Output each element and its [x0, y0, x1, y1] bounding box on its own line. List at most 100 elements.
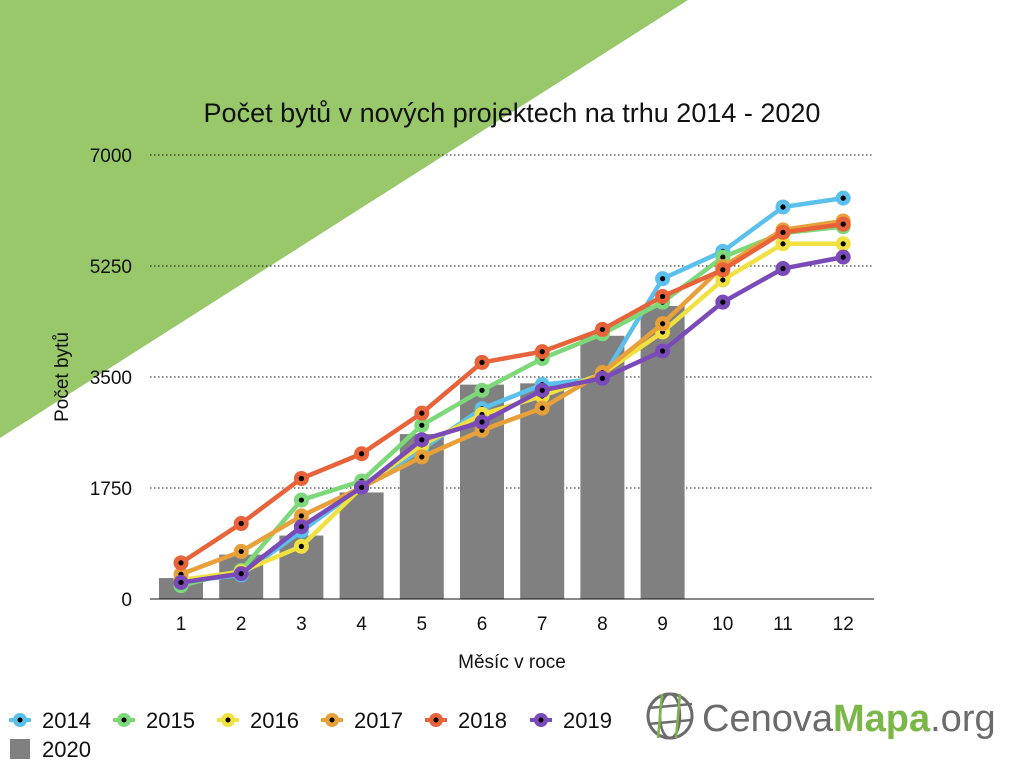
data-point-center: [178, 560, 184, 566]
data-point-center: [660, 276, 666, 282]
data-point-center: [660, 293, 666, 300]
legend-marker-center: [17, 717, 23, 723]
data-point-center: [359, 451, 365, 457]
chart-title: Počet bytů v nových projektech na trhu 2…: [204, 98, 821, 128]
legend-label: 2019: [563, 708, 612, 733]
legend-label: 2020: [42, 737, 91, 762]
legend: 2014 2015 2016 2017 2018 2019 2020: [9, 708, 612, 762]
series-line: [178, 221, 846, 566]
x-tick-label: 7: [537, 614, 548, 635]
legend-item-2016: 2016: [217, 708, 299, 733]
data-point-center: [298, 513, 304, 519]
data-point-center: [599, 375, 606, 381]
data-point-center: [539, 405, 545, 411]
globe-grid-icon: [646, 692, 694, 740]
legend-label: 2015: [146, 708, 195, 733]
x-tick-labels: 1 2 3 4 5 6 7 8 9 10 11 12: [176, 614, 854, 635]
legend-label: 2018: [458, 708, 507, 733]
data-point-center: [720, 299, 726, 305]
x-tick-label: 1: [176, 614, 187, 635]
x-axis-label: Měsíc v roce: [458, 652, 566, 673]
x-tick-label: 12: [833, 614, 854, 635]
x-tick-label: 10: [712, 614, 733, 635]
legend-marker-center: [538, 717, 544, 723]
legend-item-2014: 2014: [9, 708, 91, 733]
legend-marker-center: [225, 717, 231, 723]
data-point-center: [840, 254, 846, 260]
data-point-center: [419, 437, 425, 443]
x-tick-label: 4: [356, 614, 367, 635]
data-point-center: [298, 524, 304, 530]
x-tick-label: 5: [417, 614, 428, 635]
data-point-center: [298, 543, 304, 549]
y-tick-label: 1750: [90, 479, 132, 500]
data-point-center: [780, 265, 786, 272]
logo-text-mapa: Mapa: [833, 698, 931, 740]
series-line: [178, 254, 846, 585]
data-point-center: [419, 454, 425, 460]
data-point-center: [780, 229, 786, 235]
data-point-center: [419, 410, 425, 416]
legend-item-2019: 2019: [530, 708, 612, 733]
y-tick-label: 5250: [90, 257, 132, 278]
data-point-center: [479, 387, 485, 393]
grid-lines: [150, 154, 874, 489]
data-point-center: [479, 419, 485, 425]
bar: [339, 492, 384, 599]
legend-item-2017: 2017: [321, 708, 403, 733]
data-point-center: [238, 571, 244, 577]
line-series: [173, 190, 851, 594]
legend-marker-center: [121, 717, 127, 723]
x-tick-label: 6: [477, 614, 488, 635]
logo-text-org: .org: [930, 698, 995, 740]
x-tick-label: 2: [236, 614, 247, 635]
legend-item-2020: 2020: [10, 737, 91, 762]
logo-text-cenova: Cenova: [702, 698, 834, 740]
y-tick-label: 3500: [90, 368, 132, 389]
y-tick-label: 7000: [90, 146, 132, 167]
y-tick-label: 0: [121, 590, 132, 611]
data-point-center: [660, 348, 666, 354]
data-point-center: [479, 359, 485, 366]
legend-swatch: [10, 739, 30, 759]
series-line: [178, 224, 846, 588]
data-point-center: [298, 475, 304, 482]
series-2019: [173, 249, 851, 591]
data-point-center: [599, 326, 606, 333]
bar: [520, 383, 565, 599]
svg-text:CenovaMapa.org: CenovaMapa.org: [702, 698, 996, 740]
data-point-center: [298, 497, 304, 503]
legend-item-2018: 2018: [425, 708, 507, 733]
data-point-center: [840, 241, 846, 247]
y-axis-label: Počet bytů: [52, 332, 73, 422]
background-triangle: [0, 0, 688, 438]
y-tick-labels: 0 1750 3500 5250 7000: [90, 146, 132, 611]
series-line: [178, 218, 846, 577]
data-point-center: [720, 254, 726, 260]
legend-marker-center: [329, 717, 335, 723]
data-point-center: [780, 204, 786, 210]
data-point-center: [539, 387, 545, 393]
legend-item-2015: 2015: [113, 708, 195, 733]
data-point-center: [539, 349, 545, 355]
data-point-center: [840, 195, 846, 201]
series-2018: [173, 216, 851, 571]
legend-label: 2016: [250, 708, 299, 733]
data-point-center: [660, 321, 666, 327]
logo: CenovaMapa.org: [646, 692, 996, 740]
series-line: [178, 195, 846, 585]
data-point-center: [720, 267, 726, 273]
legend-marker-center: [433, 717, 439, 723]
data-point-center: [840, 221, 846, 227]
x-tick-label: 9: [657, 614, 668, 635]
data-point-center: [419, 422, 425, 428]
data-point-center: [780, 241, 786, 247]
x-tick-label: 8: [597, 614, 608, 635]
data-point-center: [178, 579, 184, 586]
data-point-center: [238, 548, 244, 555]
x-tick-label: 11: [773, 614, 793, 635]
data-point-center: [720, 277, 726, 283]
legend-label: 2014: [42, 708, 91, 733]
